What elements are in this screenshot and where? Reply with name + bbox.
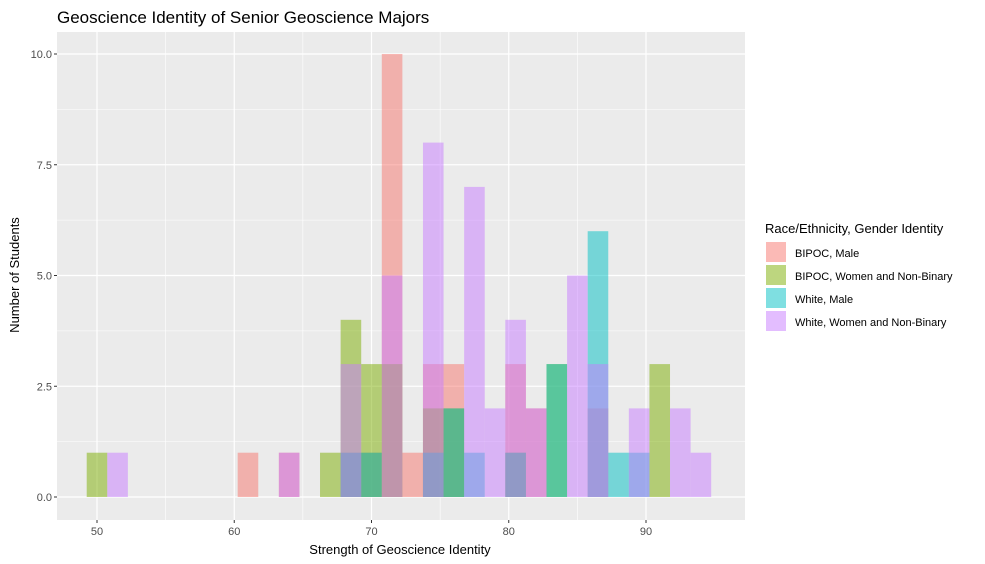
y-axis: 0.0 2.5 5.0 7.5 10.0 xyxy=(31,49,57,504)
legend: Race/Ethnicity, Gender Identity BIPOC, M… xyxy=(765,221,953,332)
x-tick-label: 70 xyxy=(365,526,377,538)
x-tick-label: 60 xyxy=(228,526,240,538)
bar-white-women-and-non-binary xyxy=(670,408,691,497)
y-tick-label: 10.0 xyxy=(31,49,52,61)
bar-white-women-and-non-binary xyxy=(587,364,609,497)
histogram-bars xyxy=(86,54,712,497)
chart-title: Geoscience Identity of Senior Geoscience… xyxy=(57,8,429,27)
y-tick-label: 0.0 xyxy=(37,492,52,504)
y-tick-label: 5.0 xyxy=(37,271,52,283)
legend-title: Race/Ethnicity, Gender Identity xyxy=(765,221,944,236)
bar-white-women-and-non-binary xyxy=(484,408,506,497)
bar-white-women-and-non-binary xyxy=(505,319,526,497)
x-tick-label: 80 xyxy=(503,526,515,538)
bar-white-male xyxy=(608,452,629,497)
bar-white-women-and-non-binary xyxy=(525,408,547,497)
bar-white-women-and-non-binary xyxy=(381,275,403,497)
bar-white-women-and-non-binary xyxy=(422,142,444,497)
legend-swatch-white-women-and-non-binary xyxy=(766,311,786,331)
y-axis-title: Number of Students xyxy=(7,217,22,333)
legend-label-white-male: White, Male xyxy=(795,294,853,306)
bar-white-women-and-non-binary xyxy=(628,408,650,497)
x-tick-label: 50 xyxy=(91,526,103,538)
bar-white-women-and-non-binary xyxy=(340,364,362,497)
bar-bipoc-women-and-non-binary xyxy=(86,452,108,497)
bar-white-male xyxy=(546,364,568,497)
bar-white-women-and-non-binary xyxy=(690,452,712,497)
legend-swatch-white-male xyxy=(766,288,786,308)
x-tick-label: 90 xyxy=(640,526,652,538)
bar-white-women-and-non-binary xyxy=(278,452,300,497)
legend-label-bipoc-women-and-non-binary: BIPOC, Women and Non-Binary xyxy=(795,271,953,283)
bar-bipoc-women-and-non-binary xyxy=(649,364,671,497)
bar-white-women-and-non-binary xyxy=(107,452,128,497)
bar-white-male xyxy=(361,452,382,497)
bar-bipoc-women-and-non-binary xyxy=(320,452,341,497)
legend-label-white-women-and-non-binary: White, Women and Non-Binary xyxy=(795,317,947,329)
legend-label-bipoc-male: BIPOC, Male xyxy=(795,248,859,260)
y-tick-label: 7.5 xyxy=(37,160,52,172)
legend-swatch-bipoc-women-and-non-binary xyxy=(766,265,786,285)
y-tick-label: 2.5 xyxy=(37,381,52,393)
x-axis: 50 60 70 80 90 xyxy=(91,520,652,538)
legend-swatch-bipoc-male xyxy=(766,242,786,262)
bar-white-male xyxy=(443,408,465,497)
x-axis-title: Strength of Geoscience Identity xyxy=(309,542,491,557)
bar-bipoc-male xyxy=(237,452,259,497)
bar-white-women-and-non-binary xyxy=(567,275,588,497)
bar-bipoc-male xyxy=(402,452,423,497)
bar-white-women-and-non-binary xyxy=(464,186,485,497)
